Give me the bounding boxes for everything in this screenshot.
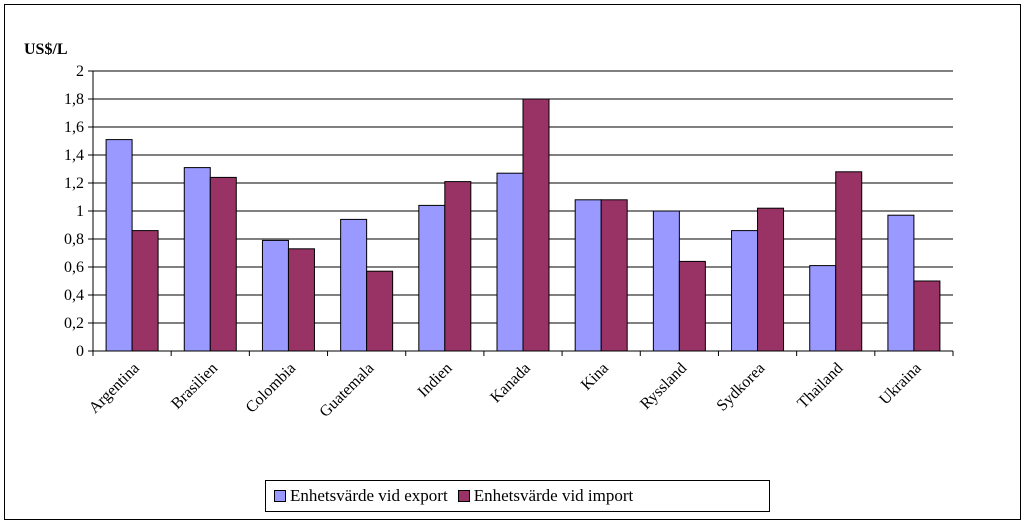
y-tick-label: 1,4	[64, 147, 84, 164]
x-tick-label: Sydkorea	[714, 360, 769, 415]
bar-export	[809, 265, 837, 352]
bar-export	[496, 172, 524, 352]
bar-export	[652, 210, 680, 352]
y-tick-labels: 0 0,2 0,4 0,6 0,8 1 1,2 1,4 1,6 1,8 2	[64, 63, 84, 360]
x-tick-label: Thailand	[794, 360, 846, 412]
bar-import	[600, 199, 628, 352]
y-tick-label: 1,6	[64, 119, 84, 136]
bar-import	[366, 270, 394, 352]
y-tick-label: 0,4	[64, 287, 84, 304]
legend-item-export: Enhetsvärde vid export	[274, 486, 448, 506]
x-tick-label: Ukraina	[876, 360, 924, 408]
bar-export	[731, 230, 759, 352]
bar-export	[418, 204, 446, 352]
bar-export	[340, 218, 368, 352]
legend-label-export: Enhetsvärde vid export	[290, 486, 448, 505]
y-tick-label: 0	[76, 343, 84, 360]
legend: Enhetsvärde vid export Enhetsvärde vid i…	[265, 480, 770, 512]
y-tick-label: 0,6	[64, 259, 84, 276]
x-tick-label: Kanada	[487, 360, 534, 407]
y-tick-label: 2	[76, 63, 84, 80]
bar-export	[887, 214, 915, 352]
x-tick-label: Indien	[415, 360, 456, 401]
bar-import	[678, 260, 706, 352]
x-tick-label: Colombia	[243, 360, 300, 417]
legend-label-import: Enhetsvärde vid import	[473, 486, 634, 505]
bar-import	[757, 207, 785, 352]
legend-swatch-import	[457, 490, 470, 502]
x-tick-label: Argentina	[86, 360, 143, 417]
x-tick-labels: Argentina Brasilien Colombia Guatemala Indie…	[86, 360, 925, 421]
y-tick-label: 1	[76, 203, 84, 220]
bar-import	[522, 98, 550, 352]
y-tick-label: 1,8	[64, 91, 84, 108]
x-tick-label: Kina	[578, 360, 612, 394]
y-axis-label: US$/L	[24, 41, 68, 58]
bar-import	[444, 181, 472, 352]
bar-export	[574, 199, 602, 352]
bar-import	[287, 248, 315, 352]
bars	[105, 98, 941, 352]
bar-import	[131, 230, 159, 352]
y-tick-label: 0,2	[64, 315, 84, 332]
bar-import	[835, 171, 863, 352]
legend-item-import: Enhetsvärde vid import	[457, 486, 634, 506]
bar-import	[913, 280, 941, 352]
x-tick-label: Guatemala	[316, 360, 377, 421]
axes	[88, 70, 954, 356]
y-tick-label: 1,2	[64, 175, 84, 192]
bar-import	[209, 176, 237, 352]
bar-export	[183, 167, 211, 352]
x-tick-label: Brasilien	[168, 360, 221, 413]
x-tick-label: Ryssland	[637, 360, 690, 413]
bar-export	[261, 239, 289, 352]
bar-export	[105, 139, 133, 352]
legend-swatch-export	[274, 490, 286, 502]
y-tick-label: 0,8	[64, 231, 84, 248]
